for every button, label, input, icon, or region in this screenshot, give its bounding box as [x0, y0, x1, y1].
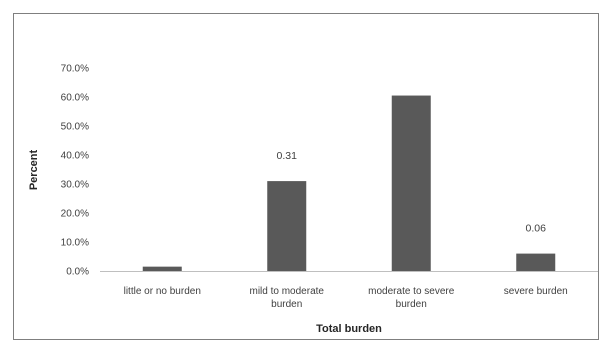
- bars: [142, 95, 556, 271]
- bar: [267, 181, 307, 271]
- x-category-label: mild to moderate burden: [250, 286, 325, 310]
- x-axis-title: Total burden: [316, 323, 382, 335]
- bar: [391, 95, 431, 271]
- y-axis-ticks: 0.0% 10.0% 20.0% 30.0% 40.0% 50.0% 60.0% 70.0%: [61, 64, 89, 278]
- y-tick-label: 10.0%: [61, 238, 89, 249]
- x-category-label: severe burden: [504, 286, 568, 297]
- data-label: 0.06: [526, 223, 547, 235]
- y-tick-label: 20.0%: [61, 209, 89, 220]
- y-tick-label: 60.0%: [61, 93, 89, 104]
- data-labels: 0.31 0.06: [277, 150, 547, 235]
- x-category-label: moderate to severe burden: [368, 286, 455, 310]
- x-axis-category-labels: little or no burden mild to moderate burde…: [124, 286, 568, 310]
- y-tick-label: 50.0%: [61, 122, 89, 133]
- chart-frame: [13, 13, 599, 340]
- y-tick-label: 40.0%: [61, 151, 89, 162]
- y-tick-label: 30.0%: [61, 180, 89, 191]
- y-tick-label: 70.0%: [61, 64, 89, 75]
- bar: [142, 266, 182, 271]
- y-axis-title: Percent: [28, 149, 40, 190]
- bar: [516, 253, 556, 271]
- x-category-label: little or no burden: [124, 286, 201, 297]
- y-tick-label: 0.0%: [66, 267, 89, 278]
- data-label: 0.31: [277, 150, 298, 162]
